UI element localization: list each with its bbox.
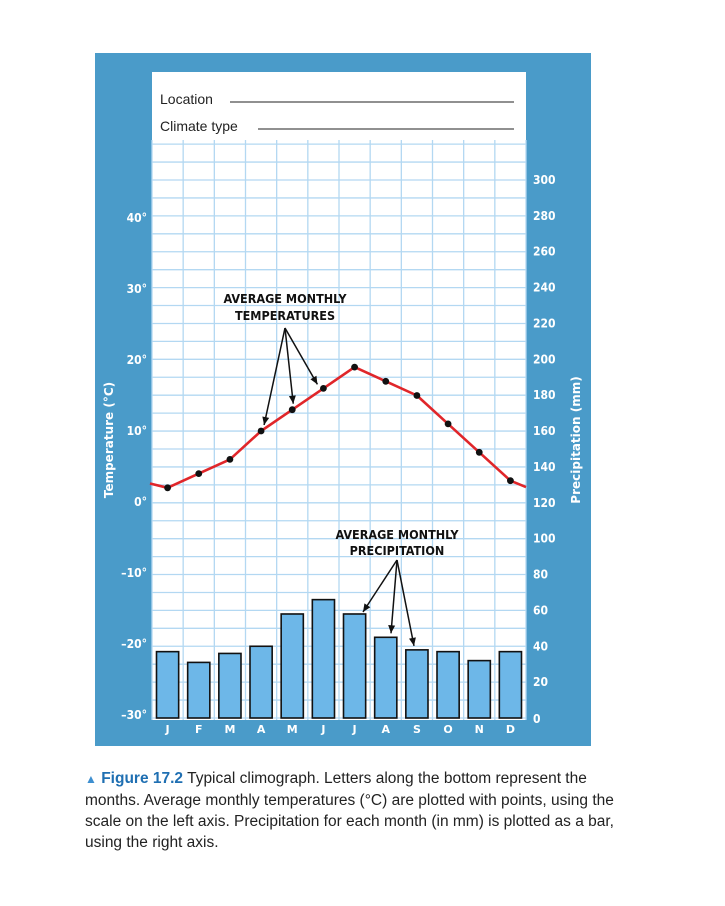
left-axis-ticks: 40° 30° 20° 10° 0° –10° –20° –30° <box>121 211 147 722</box>
right-tick-label: 160 <box>533 424 556 438</box>
figure-caption: ▲ Figure 17.2 Typical climograph. Letter… <box>85 768 625 853</box>
right-tick-label: 300 <box>533 173 556 187</box>
month-label: J <box>165 723 170 736</box>
temperature-point <box>164 484 171 492</box>
precipitation-annotation-line2: PRECIPITATION <box>350 543 445 558</box>
month-label: M <box>287 723 298 736</box>
month-label: O <box>443 723 452 736</box>
precipitation-bar <box>342 613 367 719</box>
annotation-arrow <box>263 327 286 426</box>
header-box: Location Climate type <box>152 72 526 140</box>
month-label: S <box>413 723 421 736</box>
month-label: A <box>257 723 266 736</box>
temperature-point <box>413 392 421 399</box>
right-tick-label: 40 <box>533 639 548 653</box>
precipitation-bar <box>218 652 242 719</box>
annotation-arrow <box>284 327 294 404</box>
right-tick-label: 200 <box>533 352 556 366</box>
temperature-annotation: AVERAGE MONTHLY TEMPERATURES <box>223 291 347 323</box>
temperature-point <box>475 448 483 456</box>
annotation-arrows <box>262 327 416 646</box>
temperature-point <box>507 477 514 485</box>
left-tick-label: 30° <box>127 282 147 296</box>
precipitation-bar <box>186 661 211 719</box>
left-tick-label: 10° <box>127 424 147 438</box>
precipitation-bars <box>155 598 523 719</box>
precipitation-bar <box>373 636 398 719</box>
annotation-arrow <box>362 559 398 613</box>
month-label: J <box>320 723 325 736</box>
grid <box>151 140 527 720</box>
month-label: J <box>352 723 357 736</box>
climate-type-label: Climate type <box>160 118 238 134</box>
annotation-arrow <box>284 327 319 385</box>
right-tick-label: 260 <box>533 245 556 259</box>
right-tick-label: 60 <box>533 603 548 617</box>
temperature-series-line <box>149 365 527 490</box>
left-tick-label: 0° <box>134 495 147 509</box>
precipitation-bar <box>311 598 336 719</box>
right-tick-label: 220 <box>533 316 556 330</box>
right-tick-label: 20 <box>533 675 548 689</box>
precipitation-bar <box>280 613 305 719</box>
left-tick-label: –30° <box>121 708 147 722</box>
month-label: D <box>506 723 515 736</box>
temperature-point <box>320 385 327 392</box>
annotation-arrowhead <box>310 375 318 385</box>
precipitation-annotation: AVERAGE MONTHLY PRECIPITATION <box>335 527 459 558</box>
annotation-arrow <box>390 559 398 634</box>
right-tick-label: 280 <box>533 209 556 223</box>
month-label: F <box>195 723 203 736</box>
left-tick-label: –10° <box>121 566 147 580</box>
temperature-point <box>226 456 234 463</box>
temperature-point <box>257 427 265 435</box>
left-tick-label: 40° <box>127 211 147 225</box>
annotation-arrowhead <box>388 625 396 634</box>
right-tick-label: 140 <box>533 460 556 474</box>
precipitation-bar <box>405 649 429 719</box>
figure-label: Figure 17.2 <box>101 770 184 787</box>
annotation-arrowhead <box>363 603 371 612</box>
temperature-point <box>382 377 390 385</box>
temperature-point <box>288 406 296 414</box>
location-label: Location <box>160 91 213 107</box>
right-tick-label: 0 <box>533 712 541 726</box>
right-tick-label: 80 <box>533 568 548 582</box>
right-tick-label: 120 <box>533 496 556 510</box>
temperature-point <box>444 420 452 428</box>
precipitation-bar <box>498 650 523 719</box>
right-axis-title: Precipitation (mm) <box>569 376 583 503</box>
left-axis-title: Temperature (°C) <box>102 382 116 498</box>
annotation-arrowhead <box>288 395 296 404</box>
month-label: N <box>475 723 484 736</box>
month-label: A <box>381 723 390 736</box>
precipitation-bar <box>155 650 180 719</box>
right-tick-label: 100 <box>533 532 556 546</box>
temperature-line <box>149 363 527 492</box>
month-label: M <box>224 723 235 736</box>
precipitation-bar <box>436 650 460 719</box>
annotation-arrowhead <box>262 416 270 425</box>
annotation-arrowhead <box>409 637 416 646</box>
temperature-point <box>195 470 203 477</box>
temperature-annotation-line2: TEMPERATURES <box>235 308 335 323</box>
temperature-annotation-line1: AVERAGE MONTHLY <box>223 291 347 306</box>
temperature-point <box>351 363 358 371</box>
right-tick-label: 180 <box>533 388 556 402</box>
right-axis-ticks: 3002802602402202001801601401201008060402… <box>533 173 556 726</box>
precipitation-annotation-line1: AVERAGE MONTHLY <box>335 527 459 542</box>
annotation-arrow <box>396 559 415 646</box>
caption-text: Typical climograph. Letters along the bo… <box>85 770 614 851</box>
left-tick-label: 20° <box>127 353 147 367</box>
left-tick-label: –20° <box>121 637 147 651</box>
precipitation-bar <box>467 659 492 719</box>
right-tick-label: 240 <box>533 281 556 295</box>
precipitation-bar <box>249 645 273 719</box>
caption-triangle-icon: ▲ <box>85 772 97 786</box>
